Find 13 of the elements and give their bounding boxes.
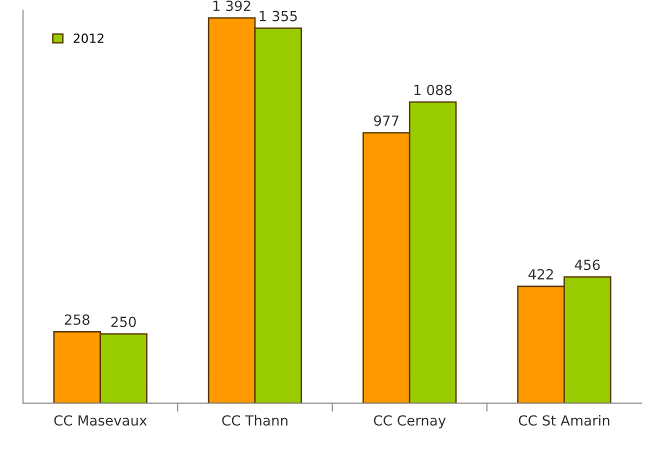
x-tick-label: CC Masevaux [54,415,147,426]
data-label: 422 [528,269,553,280]
data-label: 1 088 [414,84,452,96]
legend-label: 2012 [74,33,104,43]
data-label: 456 [574,260,600,270]
data-label: 977 [374,115,398,126]
x-tick-label: CC St Amarin [518,414,610,426]
x-tick-label: CC Thann [222,414,288,426]
data-label: 258 [64,314,90,325]
data-label: 1 392 [213,0,250,12]
data-label: 1 355 [260,10,297,22]
x-tick-label: CC Cernay [374,415,446,428]
data-label: 250 [111,316,136,328]
